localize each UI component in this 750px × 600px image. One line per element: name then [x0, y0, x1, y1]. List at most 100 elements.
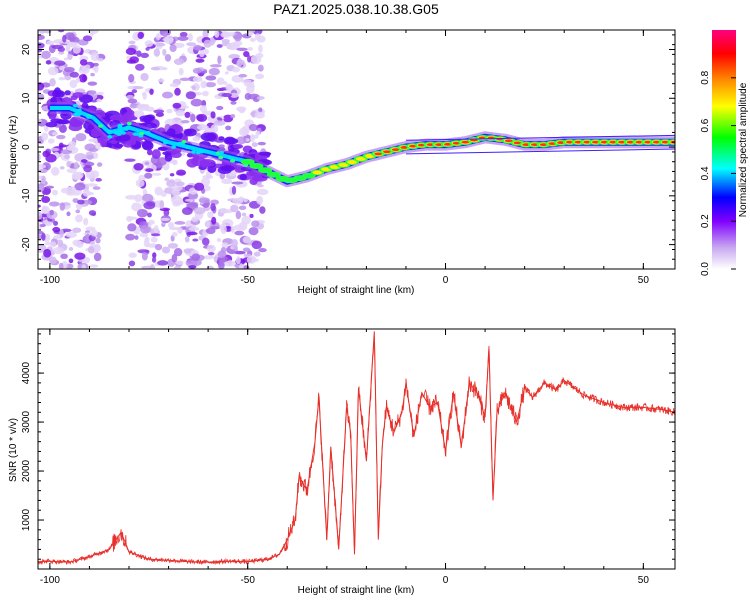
ridge-speck [195, 150, 201, 155]
spectrogram-noise-blob [175, 109, 186, 117]
spectrogram-ridge-blob [200, 132, 217, 142]
spectrogram-noise-blob [220, 247, 227, 254]
spectrogram-noise-blob [204, 81, 217, 88]
spectrogram-frame [37, 29, 676, 270]
spectrogram-noise-blob [250, 55, 262, 65]
spectrogram-noise-blob [151, 233, 161, 237]
spectrogram-noise-blob [42, 150, 50, 158]
spectrogram-ridge-blob [123, 115, 138, 121]
spectrogram-noise-blob [151, 256, 157, 263]
spectrogram-noise-blob [171, 253, 178, 263]
spectrogram-noise-blob [59, 202, 66, 211]
spectrogram-noise-blob [153, 224, 159, 234]
spectrogram-noise-blob [191, 216, 199, 222]
spectrogram-noise-blob [74, 252, 86, 260]
spectrogram-noise-blob [247, 55, 252, 63]
snr-y-tick-label: 2000 [21, 459, 32, 482]
spectrogram-x-tick-label: 0 [443, 275, 449, 286]
spectrogram-noise-blob [253, 251, 261, 257]
spectrogram-noise-blob [84, 64, 91, 70]
spectrogram-noise-blob [230, 204, 239, 213]
spectrogram-noise-blob [148, 219, 155, 225]
spectrogram-ridge-blob [170, 151, 182, 159]
spectrogram-ridge-blob [139, 115, 155, 122]
spectrogram-noise-blob [49, 147, 60, 152]
ridge-speck [76, 112, 82, 117]
spectrogram-noise-blob [161, 246, 171, 254]
spectrogram-noise-blob [49, 78, 56, 87]
spectrogram-noise-blob [173, 58, 185, 65]
ridge-segment-green [240, 158, 255, 165]
spectrogram-noise-blob [192, 136, 201, 142]
spectrogram-y-tick-label: 20 [21, 44, 32, 56]
ridge-speck [218, 150, 224, 155]
spectrogram-noise-blob [53, 234, 63, 240]
colorbar-tick-label: 0.2 [700, 214, 711, 228]
spectrogram-noise-blob [246, 255, 257, 264]
spectrogram-noise-blob [171, 187, 180, 197]
spectrogram-noise-blob [75, 133, 87, 142]
spectrogram-noise-blob [188, 265, 197, 269]
spectrogram-noise-blob [66, 145, 74, 149]
spectrogram-noise-blob [132, 110, 145, 118]
spectrogram-noise-blob [38, 164, 47, 169]
spectrogram-noise-blob [166, 179, 176, 188]
spectrogram-noise-blob [75, 77, 80, 84]
spectrogram-noise-blob [249, 213, 254, 218]
spectrogram-noise-blob [163, 35, 174, 45]
snr-x-tick-label: 50 [638, 575, 650, 586]
spectrogram-ridge-blob [258, 151, 272, 156]
ridge-speck [98, 124, 104, 128]
colorbar: 0.0 0.2 0.4 0.6 0.8 Normalized spectral ampl… [700, 30, 749, 276]
spectrogram-noise-blob [145, 47, 150, 51]
colorbar-label: Normalized spectral amplitude [738, 82, 749, 217]
spectrogram-noise-blob [236, 47, 248, 51]
spectrogram-noise-blob [217, 261, 225, 269]
spectrogram-noise-blob [200, 105, 207, 113]
spectrogram-noise-blob [38, 42, 45, 49]
spectrogram-noise-blob [231, 181, 244, 185]
spectrogram-noise-blob [144, 236, 150, 243]
spectrogram-noise-blob [78, 74, 88, 83]
spectrogram-noise-blob [190, 113, 196, 123]
spectrogram-noise-blob [185, 91, 197, 100]
spectrogram-noise-blob [193, 207, 206, 215]
spectrogram-noise-blob [155, 42, 166, 47]
snr-frame [37, 328, 676, 570]
spectrogram-ridge-blob [52, 89, 59, 99]
spectrogram-noise-blob [187, 33, 193, 42]
spectrogram-noise-blob [224, 71, 229, 75]
colorbar-ticks: 0.0 0.2 0.4 0.6 0.8 [700, 70, 736, 276]
ridge-segment-yellow [355, 156, 366, 161]
spectrogram-noise-blob [209, 64, 222, 68]
ridge-speck [76, 108, 82, 113]
spectrogram-ridge-blob [183, 128, 197, 137]
spectrogram-noise-blob [157, 260, 169, 266]
spectrogram-noise-blob [58, 77, 66, 81]
spectrogram-noise-blob [83, 161, 95, 167]
spectrogram-noise-blob [128, 260, 136, 267]
spectrogram-ridge-blob [186, 158, 199, 168]
spectrogram-noise-blob [68, 247, 74, 251]
spectrogram-x-tick-label: -50 [240, 275, 255, 286]
spectrogram-noise-blob [257, 64, 264, 72]
spectrogram-noise-blob [162, 48, 167, 56]
spectrogram-noise-blob [162, 32, 168, 38]
spectrogram-noise-blob [129, 56, 140, 64]
spectrogram-noise-blob [231, 185, 237, 195]
spectrogram-noise-blob [136, 208, 148, 218]
spectrogram-noise-blob [199, 50, 205, 58]
spectrogram-noise-blob [149, 88, 154, 95]
spectrogram-ridge-blob [201, 162, 215, 167]
spectrogram-noise-blob [214, 30, 220, 38]
spectrogram-noise-blob [174, 221, 186, 225]
spectrogram-x-label: Height of straight line (km) [298, 285, 415, 296]
spectrogram-noise-blob [173, 265, 182, 269]
spectrogram-noise-blob [238, 205, 247, 210]
spectrogram-noise-blob [88, 30, 99, 35]
spectrogram-noise-blob [91, 212, 96, 216]
spectrogram-noise-blob [95, 177, 102, 182]
spectrogram-noise-blob [204, 220, 211, 228]
spectrogram-noise-blob [177, 36, 189, 42]
